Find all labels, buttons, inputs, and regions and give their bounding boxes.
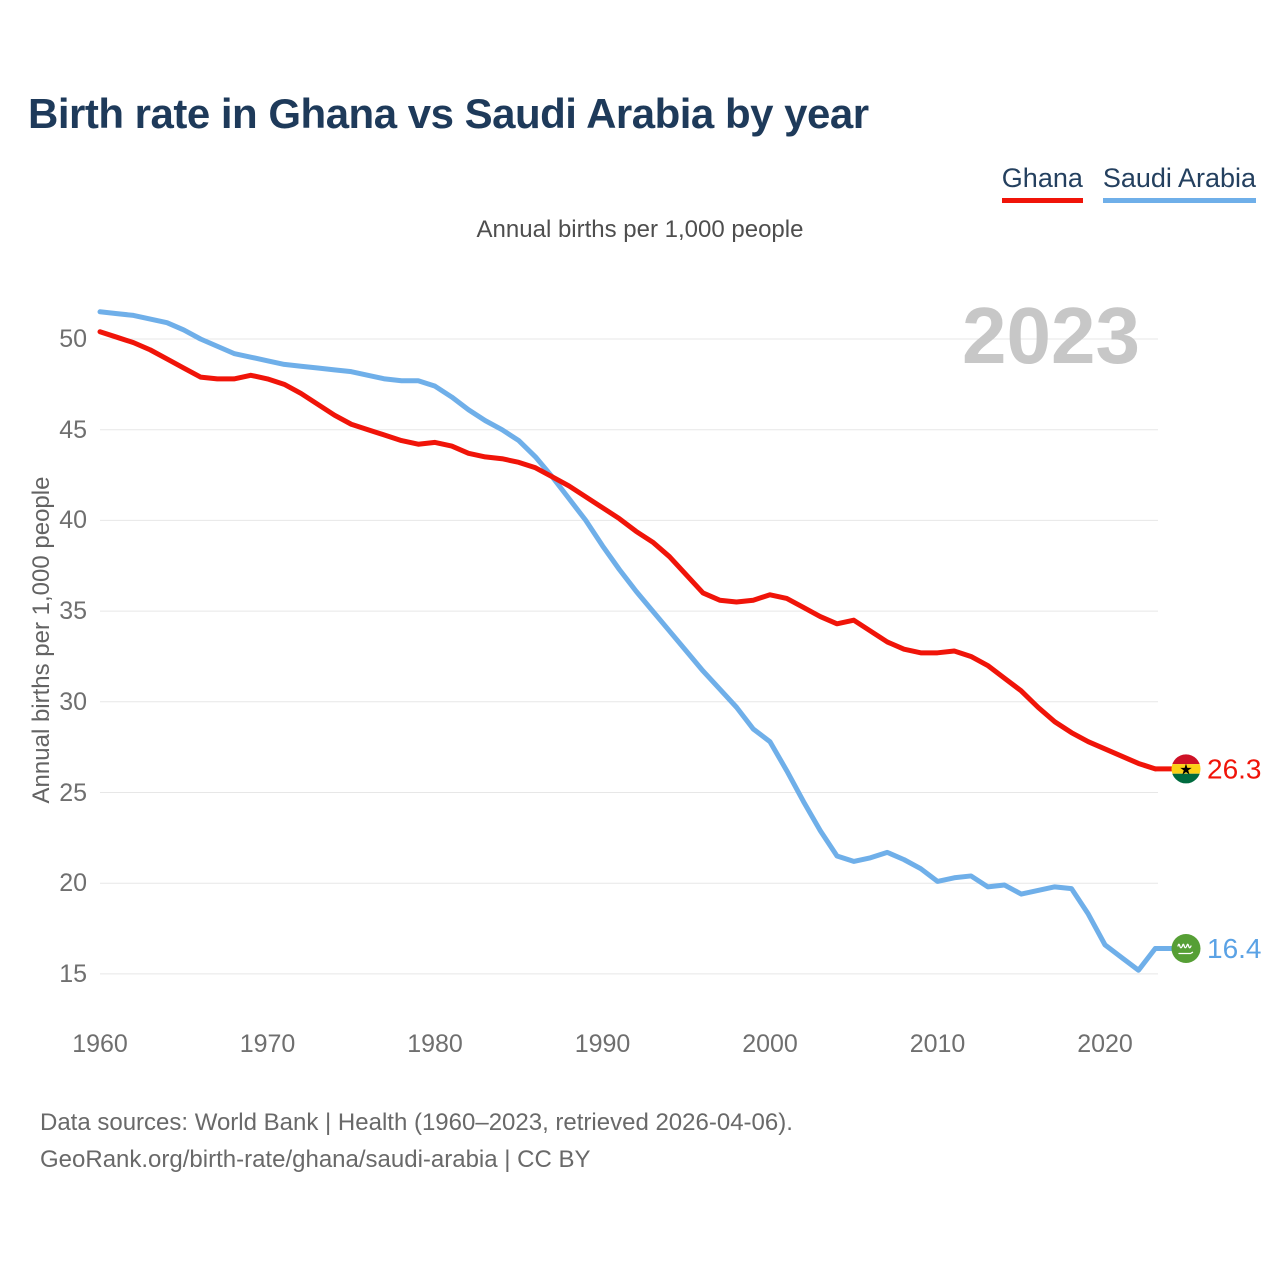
y-tick-label: 35 xyxy=(59,597,87,626)
x-tick-label: 2000 xyxy=(742,1030,798,1058)
page-title: Birth rate in Ghana vs Saudi Arabia by y… xyxy=(28,90,869,137)
data-sources-line: Data sources: World Bank | Health (1960–… xyxy=(40,1109,793,1136)
gridlines xyxy=(100,338,1158,975)
y-tick-label: 20 xyxy=(59,869,87,898)
legend-item-ghana[interactable]: Ghana xyxy=(1001,163,1083,203)
chart-subtitle: Annual births per 1,000 people xyxy=(476,216,804,243)
x-tick-label: 2010 xyxy=(909,1030,966,1058)
year-watermark: 2023 xyxy=(962,291,1140,380)
footer: Data sources: World Bank | Health (1960–… xyxy=(40,1104,793,1178)
ghana-end-value: 26.3 xyxy=(1207,753,1262,784)
ghana-black-star: ★ xyxy=(1179,761,1192,778)
y-tick-label: 45 xyxy=(59,415,87,444)
x-tick-label: 1970 xyxy=(239,1030,296,1058)
x-tick-label: 1990 xyxy=(574,1030,631,1058)
saudi-arabia-line[interactable] xyxy=(97,309,1158,973)
y-tick-label: 25 xyxy=(59,778,87,807)
y-tick-label: 40 xyxy=(59,506,87,535)
legend: Ghana Saudi Arabia xyxy=(1001,163,1256,203)
y-tick-label: 15 xyxy=(59,959,87,988)
x-tick-label: 2020 xyxy=(1077,1030,1133,1058)
ghana-flag-icon: ★ xyxy=(1171,754,1201,784)
legend-item-saudi-arabia[interactable]: Saudi Arabia xyxy=(1102,163,1256,203)
ghana-line[interactable] xyxy=(97,329,1158,772)
saudi-arabia-flag-icon xyxy=(1171,934,1201,964)
y-tick-label: 30 xyxy=(59,687,87,716)
x-tick-label: 1960 xyxy=(72,1030,128,1058)
x-tick-label: 1980 xyxy=(407,1030,463,1058)
y-tick-label: 50 xyxy=(59,325,87,353)
saudi-arabia-end-value: 16.4 xyxy=(1207,933,1262,964)
attribution-line: GeoRank.org/birth-rate/ghana/saudi-arabi… xyxy=(40,1146,591,1173)
